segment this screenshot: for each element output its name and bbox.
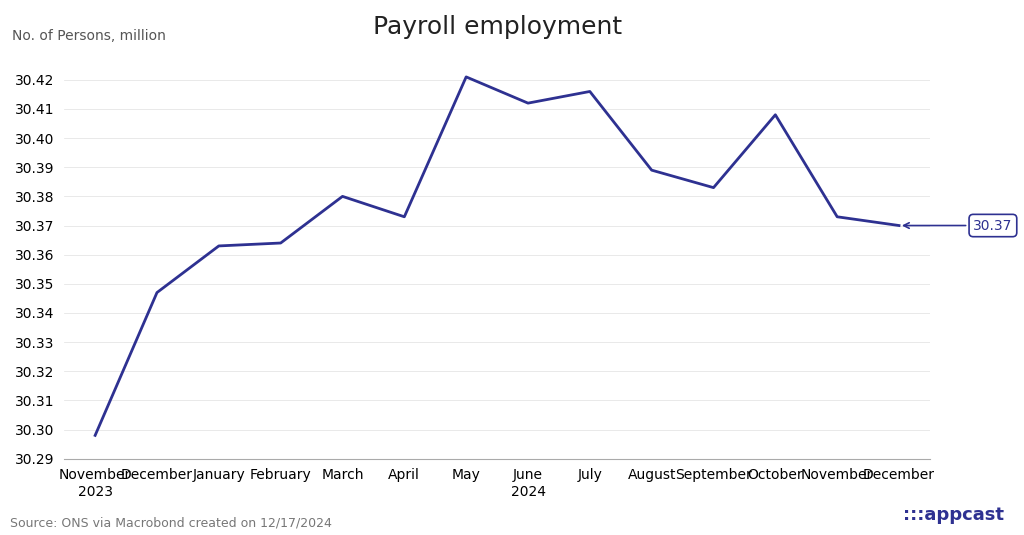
Text: No. of Persons, million: No. of Persons, million <box>12 28 166 42</box>
Text: 30.37: 30.37 <box>903 218 1013 233</box>
Text: :::appcast: :::appcast <box>902 506 1004 524</box>
Text: Source: ONS via Macrobond created on 12/17/2024: Source: ONS via Macrobond created on 12/… <box>10 517 332 530</box>
Title: Payroll employment: Payroll employment <box>373 15 622 39</box>
